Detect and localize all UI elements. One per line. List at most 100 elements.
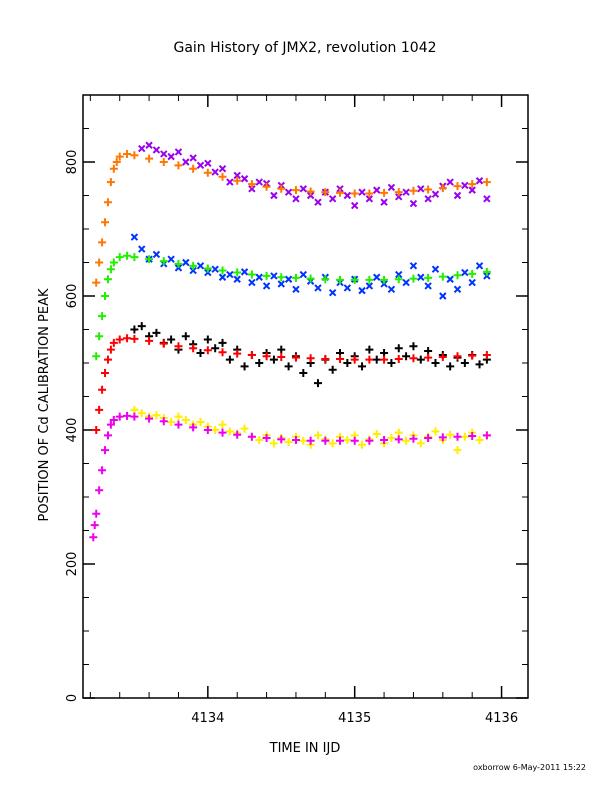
data-point xyxy=(328,365,337,374)
data-point xyxy=(255,273,263,281)
data-point xyxy=(358,440,367,449)
data-point xyxy=(395,193,403,201)
data-point xyxy=(299,369,308,378)
data-point xyxy=(123,149,132,158)
data-point xyxy=(284,275,293,283)
y-tick-label: 800 xyxy=(65,150,80,175)
data-point xyxy=(468,269,477,278)
data-point xyxy=(233,268,242,277)
data-point xyxy=(291,273,300,282)
data-point xyxy=(211,168,219,176)
data-point xyxy=(387,359,396,367)
data-point xyxy=(95,332,104,341)
data-point xyxy=(106,265,115,274)
data-point xyxy=(453,191,462,200)
data-point xyxy=(218,348,227,357)
data-point xyxy=(336,185,344,193)
data-point xyxy=(461,268,469,277)
data-point xyxy=(292,285,300,294)
data-point xyxy=(482,267,491,276)
data-point xyxy=(350,355,359,364)
data-point xyxy=(424,185,433,194)
data-point xyxy=(233,176,242,185)
data-point xyxy=(196,262,205,270)
data-point xyxy=(460,359,469,367)
data-point xyxy=(439,292,447,300)
y-tick-label: 400 xyxy=(65,418,80,443)
data-point xyxy=(468,351,477,360)
data-point xyxy=(453,182,462,191)
data-point xyxy=(482,350,491,359)
data-point xyxy=(174,148,183,156)
data-point xyxy=(343,284,352,292)
data-point xyxy=(203,168,212,177)
y-tick-label: 600 xyxy=(65,284,80,309)
data-point xyxy=(343,359,352,367)
x-axis: 4134 4135 4136 xyxy=(89,95,518,726)
data-point xyxy=(189,261,198,270)
data-point xyxy=(483,195,491,203)
series-1 xyxy=(92,149,491,287)
data-point xyxy=(203,426,212,434)
data-point xyxy=(211,344,220,353)
data-point xyxy=(101,369,110,378)
data-point xyxy=(123,411,132,420)
data-point xyxy=(255,178,263,186)
data-point xyxy=(284,188,293,196)
data-point xyxy=(203,264,212,273)
data-point xyxy=(269,439,278,448)
data-point xyxy=(101,292,110,300)
data-point xyxy=(424,346,433,355)
data-point xyxy=(468,278,476,287)
data-point xyxy=(380,348,389,357)
data-point xyxy=(137,409,146,418)
data-point xyxy=(255,436,264,445)
data-point xyxy=(196,348,205,357)
x-tick-label: 4135 xyxy=(338,711,371,726)
data-point xyxy=(218,428,227,437)
data-point xyxy=(218,164,227,173)
series-3 xyxy=(92,251,491,361)
data-point xyxy=(225,427,234,436)
data-point xyxy=(174,264,183,272)
data-point xyxy=(226,270,234,279)
data-point xyxy=(159,339,168,348)
data-point xyxy=(226,178,234,186)
data-point xyxy=(130,334,139,343)
data-point xyxy=(225,355,234,364)
series-0 xyxy=(138,141,491,210)
data-point xyxy=(101,446,110,455)
data-point xyxy=(103,198,112,207)
data-point xyxy=(152,328,161,337)
data-point xyxy=(189,154,197,162)
data-point xyxy=(313,431,322,440)
data-point xyxy=(240,362,249,371)
data-point xyxy=(115,335,124,344)
data-point xyxy=(95,405,104,414)
plot-area xyxy=(89,141,491,542)
data-point xyxy=(306,354,315,363)
data-point xyxy=(350,275,359,284)
data-point xyxy=(475,436,484,445)
data-point xyxy=(109,338,118,347)
series-7 xyxy=(89,411,491,542)
x-tick-label: 4134 xyxy=(191,711,224,726)
data-point xyxy=(92,352,101,361)
data-point xyxy=(343,191,352,200)
data-point xyxy=(248,185,256,193)
y-axis-label: POSITION OF Cd CALIBRATION PEAK xyxy=(37,288,52,521)
data-point xyxy=(240,424,249,433)
data-point xyxy=(336,354,345,363)
data-point xyxy=(431,265,440,273)
data-point xyxy=(387,434,396,443)
x-tick-label: 4136 xyxy=(485,711,518,726)
data-point xyxy=(402,278,410,287)
data-point xyxy=(247,270,256,279)
data-point xyxy=(174,161,183,170)
data-point xyxy=(160,150,168,158)
data-point xyxy=(277,280,285,288)
data-point xyxy=(417,273,425,281)
data-point xyxy=(468,180,477,189)
data-point xyxy=(446,362,455,371)
